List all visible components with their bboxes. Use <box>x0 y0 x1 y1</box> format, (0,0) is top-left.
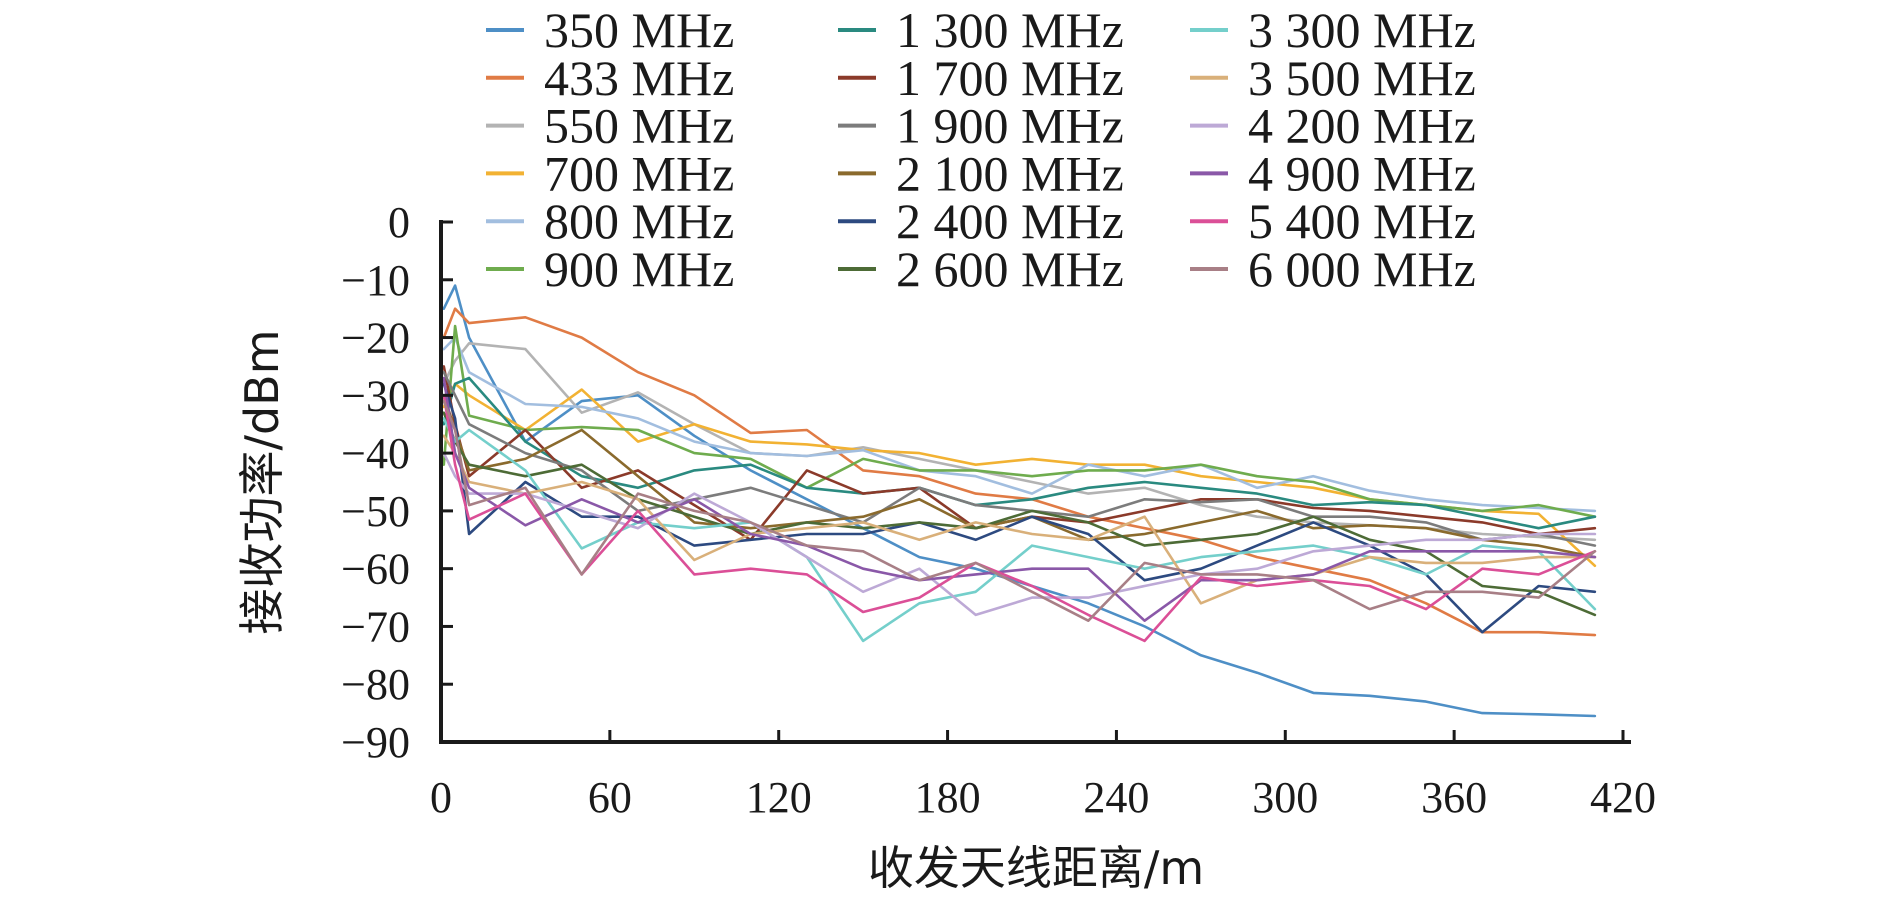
x-tick-label: 0 <box>430 773 452 822</box>
y-tick-label: −10 <box>341 256 410 305</box>
legend-label: 3 300 MHz <box>1248 2 1476 58</box>
legend-label: 5 400 MHz <box>1248 193 1476 249</box>
y-ticks: 0 −10 −20 −30 −40 −50 −60 −70 −80 −90 <box>341 198 453 767</box>
legend-label: 550 MHz <box>544 98 734 154</box>
series-line-16 <box>442 376 1597 623</box>
y-tick-label: −70 <box>341 602 410 651</box>
legend-label: 6 000 MHz <box>1248 241 1476 297</box>
legend-label: 2 600 MHz <box>896 241 1124 297</box>
legend-label: 800 MHz <box>544 193 734 249</box>
series-line-1 <box>442 284 1597 718</box>
x-tick-label: 420 <box>1590 773 1656 822</box>
x-ticks: 0 60 120 180 240 300 360 420 <box>430 730 1656 822</box>
series-line-14 <box>442 434 1597 605</box>
series-line-15 <box>442 451 1597 617</box>
legend-label: 700 MHz <box>544 145 734 201</box>
series-line-9 <box>442 370 1597 547</box>
legend-item-1: 350 MHz <box>486 2 734 58</box>
legend-label: 4 200 MHz <box>1248 98 1476 154</box>
y-tick-label: −50 <box>341 487 410 536</box>
legend-label: 2 400 MHz <box>896 193 1124 249</box>
legend-label: 900 MHz <box>544 241 734 297</box>
y-tick-label: −30 <box>341 371 410 420</box>
x-tick-label: 120 <box>746 773 812 822</box>
legend-item-7: 1 300 MHz <box>838 2 1124 58</box>
legend-label: 2 100 MHz <box>896 145 1124 201</box>
legend-item-11: 2 400 MHz <box>838 193 1124 249</box>
legend-item-4: 700 MHz <box>486 145 734 201</box>
legend-item-17: 5 400 MHz <box>1190 193 1476 249</box>
legend-item-14: 3 500 MHz <box>1190 50 1476 106</box>
legend-label: 433 MHz <box>544 50 734 106</box>
series-line-2 <box>442 307 1597 637</box>
series-line-5 <box>442 336 1597 513</box>
legend-item-16: 4 900 MHz <box>1190 145 1476 201</box>
y-tick-label: −80 <box>341 660 410 709</box>
legend-label: 1 900 MHz <box>896 98 1124 154</box>
legend-item-10: 2 100 MHz <box>838 145 1124 201</box>
legend-item-15: 4 200 MHz <box>1190 98 1476 154</box>
legend-item-6: 900 MHz <box>486 241 734 297</box>
y-tick-label: −20 <box>341 314 410 363</box>
series-line-13 <box>442 417 1597 643</box>
legend-item-18: 6 000 MHz <box>1190 241 1476 297</box>
series-group <box>442 284 1597 718</box>
legend-label: 3 500 MHz <box>1248 50 1476 106</box>
x-axis-label: 收发天线距离/m <box>868 841 1204 895</box>
legend-item-2: 433 MHz <box>486 50 734 106</box>
legend-item-8: 1 700 MHz <box>838 50 1124 106</box>
legend-item-5: 800 MHz <box>486 193 734 249</box>
series-line-18 <box>442 399 1597 623</box>
y-tick-label: −90 <box>341 718 410 767</box>
x-tick-label: 180 <box>915 773 981 822</box>
x-tick-label: 300 <box>1252 773 1318 822</box>
axes <box>439 220 1631 744</box>
y-tick-label: −40 <box>341 429 410 478</box>
legend-label: 1 300 MHz <box>896 2 1124 58</box>
legend-item-12: 2 600 MHz <box>838 241 1124 297</box>
legend-label: 1 700 MHz <box>896 50 1124 106</box>
legend-item-3: 550 MHz <box>486 98 734 154</box>
y-tick-label: −60 <box>341 545 410 594</box>
series-line-6 <box>442 324 1597 519</box>
x-tick-label: 240 <box>1083 773 1149 822</box>
y-tick-label: 0 <box>388 198 410 247</box>
legend-label: 4 900 MHz <box>1248 145 1476 201</box>
x-tick-label: 60 <box>588 773 632 822</box>
x-tick-label: 360 <box>1421 773 1487 822</box>
legend-item-13: 3 300 MHz <box>1190 2 1476 58</box>
y-axis-label: 接收功率/dBm <box>235 329 289 634</box>
legend-label: 350 MHz <box>544 2 734 58</box>
legend-item-9: 1 900 MHz <box>838 98 1124 154</box>
